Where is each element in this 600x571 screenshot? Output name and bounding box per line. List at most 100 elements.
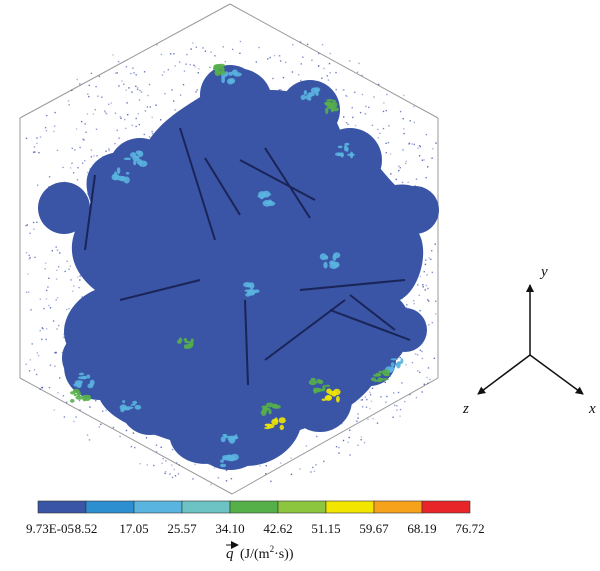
colorbar-tick-label: 8.52 [75,521,98,536]
particle [26,224,28,226]
particle [357,413,359,415]
particle [95,85,97,88]
particle [75,416,77,418]
particle [121,80,123,82]
particle [90,149,93,151]
colorbar-tick-label: 17.05 [119,521,148,536]
particle [162,457,164,460]
particle [36,142,38,144]
particle [36,137,38,139]
particle [54,352,56,354]
particle [97,95,99,97]
particle [418,294,420,297]
particle [427,299,429,301]
particle [396,405,398,407]
particle [164,472,166,475]
particle [430,258,432,260]
particle [114,142,116,145]
particle [423,159,425,161]
particle [427,166,429,168]
hotspot-blob [318,379,324,385]
particle [356,420,358,422]
particle [351,107,353,109]
particle [151,132,154,135]
particle [419,145,421,148]
hotspot-blob [322,384,326,392]
hotspot-blob [323,261,328,269]
particle [118,137,120,139]
particle [73,285,75,287]
hotspot-blob [260,409,267,417]
hotspot-blob [278,417,286,424]
hotspot-blob [184,340,191,344]
particle [128,87,130,89]
particle [272,77,274,80]
particle [36,352,38,354]
particle [402,149,404,151]
particle [259,465,261,467]
particle [329,52,331,55]
particle [173,468,175,471]
hotspot-blob [300,94,306,101]
particle [433,357,436,359]
particle [167,69,169,71]
particle [427,367,430,369]
hotspot-blob [231,69,238,75]
particle [134,446,136,449]
hotspot-blob [70,391,76,395]
colorbar-tick-label: 68.19 [407,521,436,536]
particle [279,462,282,464]
particle [144,110,147,112]
particle [425,259,427,261]
particle [130,445,133,448]
particle [55,299,57,301]
particle [419,309,421,312]
particle [342,439,345,442]
particle [77,276,79,278]
particle [132,432,135,434]
particle [382,110,385,113]
particle [183,70,186,72]
particle [431,148,434,150]
particle [123,83,125,85]
particle [62,395,65,397]
particle [98,75,101,78]
particle [28,291,30,293]
particle [39,298,41,300]
particle [75,128,78,130]
hotspot-blob [86,374,91,379]
particle [147,94,149,97]
particle [414,185,416,187]
particle [104,111,107,114]
particle [173,100,175,102]
particle [405,160,407,163]
hotspot-blob [396,361,401,369]
particle [407,181,409,184]
particle [279,60,282,62]
particle [63,336,65,338]
hotspot-blob [330,105,334,113]
particle [318,65,320,67]
particle [70,279,72,281]
particle [87,93,89,95]
particle [116,129,118,131]
particle [335,88,337,91]
particle [258,46,260,49]
hotspot-blob [125,172,130,175]
particle [117,61,120,63]
particle [346,95,348,97]
hotspot-blob [315,91,319,96]
particle [373,96,375,98]
particle [361,74,363,77]
particle [290,473,293,476]
particle [169,473,171,475]
particle [56,328,58,330]
particle [82,138,84,140]
particle [71,162,73,164]
particle [415,396,418,399]
particle [174,475,177,477]
hotspot-blob [303,90,308,96]
particle [46,114,48,117]
particle [41,386,43,389]
hotspot-blob [89,379,95,386]
